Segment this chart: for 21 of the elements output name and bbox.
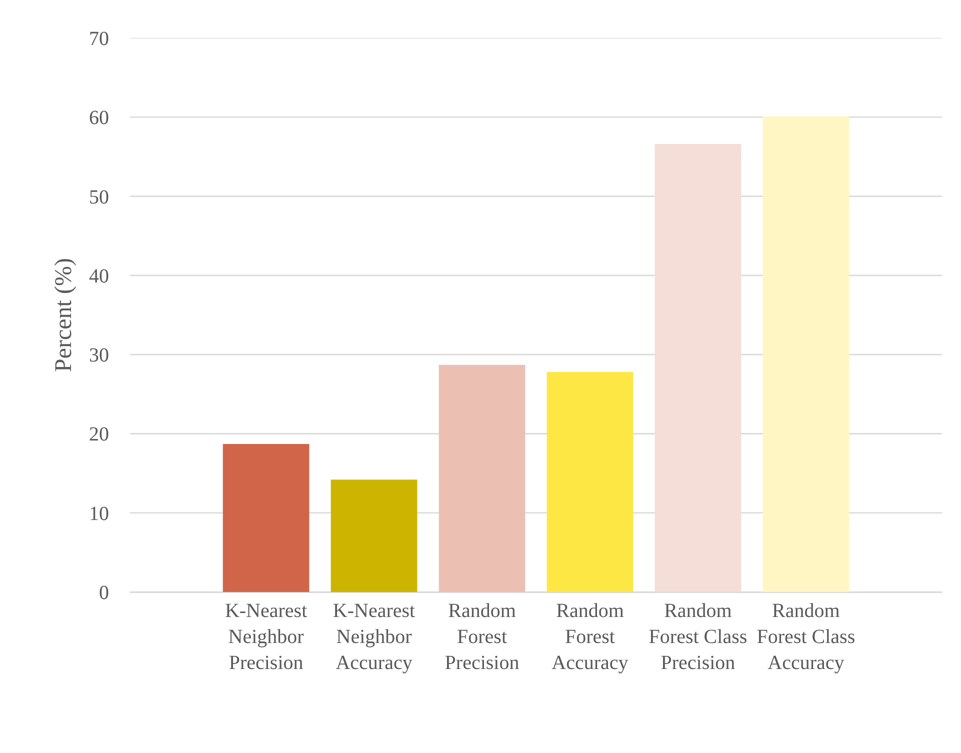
x-tick-label: Random Forest Precision bbox=[444, 600, 520, 674]
y-tick-label: 0 bbox=[99, 582, 109, 604]
y-tick-label: 20 bbox=[89, 424, 109, 446]
bar bbox=[330, 480, 418, 592]
y-tick-label: 30 bbox=[89, 344, 109, 367]
y-tick-label: 60 bbox=[89, 107, 109, 130]
y-tick-label: 40 bbox=[89, 265, 109, 288]
bar bbox=[438, 364, 526, 592]
x-tick-label: K-Nearest Neighbor Precision bbox=[224, 600, 308, 674]
y-tick-label: 70 bbox=[89, 28, 109, 50]
y-axis-title: Percent (%) bbox=[51, 258, 78, 372]
x-tick-label: K-Nearest Neighbor Accuracy bbox=[332, 600, 416, 674]
y-tick-label: 50 bbox=[89, 186, 109, 208]
bar bbox=[654, 144, 742, 592]
y-tick-label: 10 bbox=[89, 502, 109, 525]
bar bbox=[762, 116, 850, 592]
x-tick-label: Random Forest Accuracy bbox=[552, 600, 628, 674]
bar bbox=[546, 372, 634, 592]
x-tick-label: Random Forest Class Precision bbox=[648, 600, 748, 674]
bar bbox=[222, 444, 310, 592]
x-tick-label: Random Forest Class Accuracy bbox=[756, 600, 856, 674]
